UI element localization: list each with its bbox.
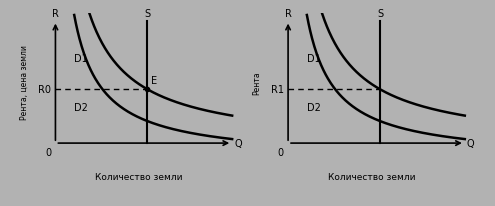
Text: Рента, цена земли: Рента, цена земли (20, 45, 29, 120)
Text: Количество земли: Количество земли (95, 172, 182, 181)
Text: 0: 0 (45, 148, 51, 158)
Text: S: S (144, 9, 150, 19)
Text: Q: Q (234, 138, 242, 148)
Text: D1: D1 (74, 53, 88, 63)
Text: 0: 0 (278, 148, 284, 158)
Text: R: R (285, 9, 292, 19)
Text: D2: D2 (74, 102, 88, 112)
Text: S: S (377, 9, 383, 19)
Text: R: R (52, 9, 59, 19)
Text: R1: R1 (271, 85, 284, 95)
Text: E: E (151, 76, 157, 85)
Text: Рента: Рента (252, 71, 261, 94)
Text: D1: D1 (307, 53, 321, 63)
Text: Количество земли: Количество земли (328, 172, 415, 181)
Text: R0: R0 (38, 85, 51, 95)
Text: D2: D2 (307, 102, 321, 112)
Text: Q: Q (467, 138, 475, 148)
